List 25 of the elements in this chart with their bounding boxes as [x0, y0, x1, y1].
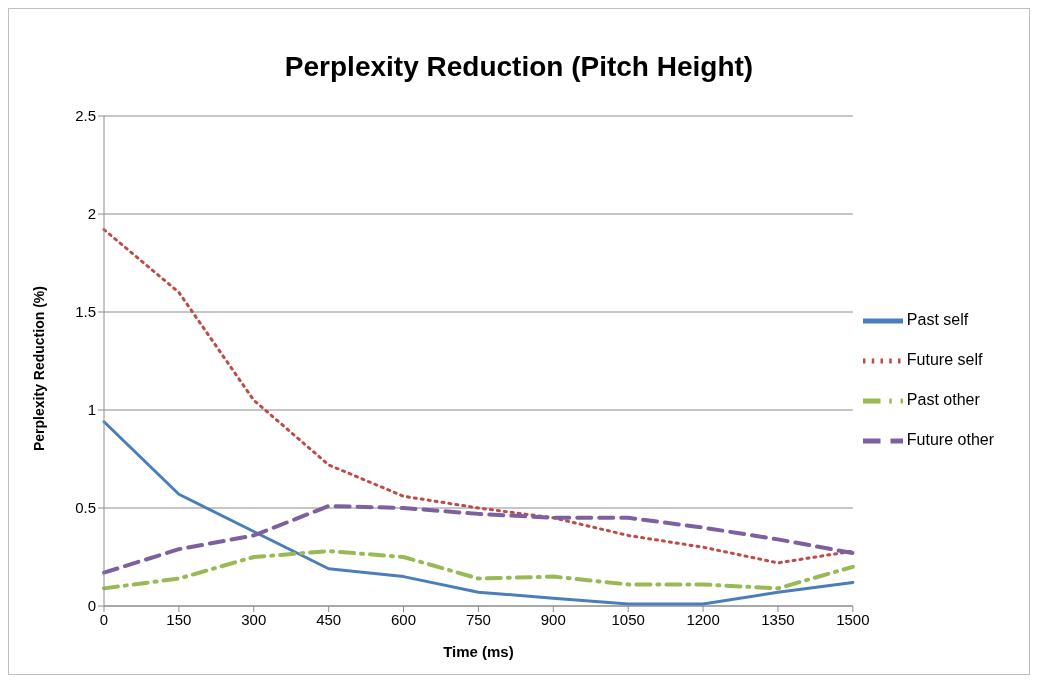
legend-label: Future other [906, 431, 994, 449]
y-tick-label: 0.5 [75, 499, 96, 517]
legend-label: Past other [906, 391, 980, 409]
x-tick-label: 750 [465, 610, 491, 628]
x-tick-label: 900 [540, 610, 566, 628]
y-tick-label: 2 [87, 205, 96, 223]
x-tick-label: 0 [99, 610, 109, 628]
x-axis-title: Time (ms) [443, 643, 514, 660]
y-tick-label: 1 [87, 401, 96, 419]
chart-title: Perplexity Reduction (Pitch Height) [283, 51, 755, 84]
x-tick-label: 1500 [836, 610, 870, 628]
x-tick-label: 300 [241, 610, 267, 628]
y-tick-label: 1.5 [75, 303, 96, 321]
x-tick-label: 1050 [611, 610, 645, 628]
x-tick-label: 150 [166, 610, 192, 628]
legend-label: Past self [906, 311, 969, 329]
line-series [102, 549, 855, 591]
x-tick-label: 450 [316, 610, 342, 628]
x-tick-label: 1350 [761, 610, 795, 628]
y-tick-label: 0 [87, 597, 96, 615]
y-axis-title: Perplexity Reduction (%) [30, 286, 47, 451]
legend-label: Future self [906, 351, 983, 369]
x-tick-label: 1200 [686, 610, 720, 628]
x-tick-label: 600 [391, 610, 417, 628]
y-tick-label: 2.5 [75, 107, 96, 125]
